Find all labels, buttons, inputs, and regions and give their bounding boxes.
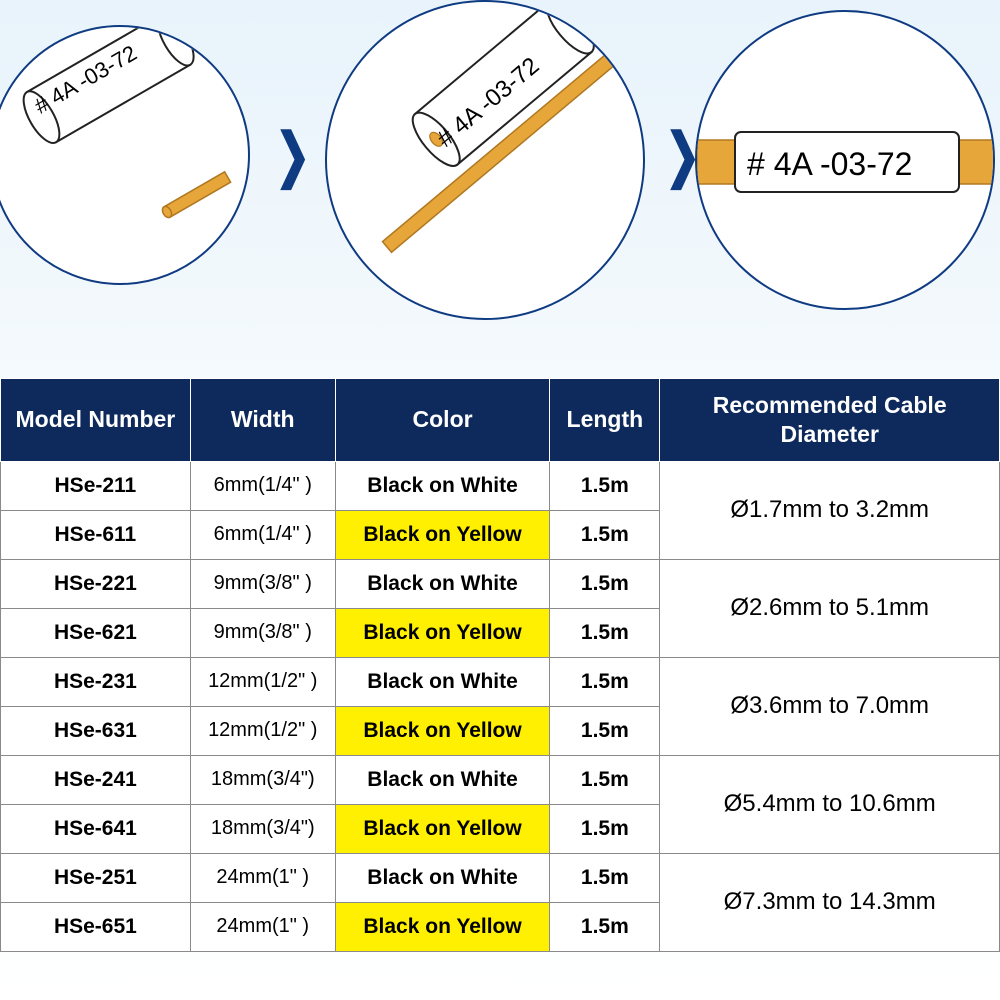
cell-width: 6mm(1/4" ) <box>190 510 335 559</box>
cell-diameter: Ø2.6mm to 5.1mm <box>660 559 1000 657</box>
cell-length: 1.5m <box>550 706 660 755</box>
th-color: Color <box>335 379 550 462</box>
cell-length: 1.5m <box>550 461 660 510</box>
cell-color: Black on White <box>335 657 550 706</box>
cell-length: 1.5m <box>550 902 660 951</box>
cell-length: 1.5m <box>550 657 660 706</box>
cell-length: 1.5m <box>550 608 660 657</box>
cell-color: Black on Yellow <box>335 902 550 951</box>
cell-model: HSe-611 <box>1 510 191 559</box>
cell-color: Black on Yellow <box>335 706 550 755</box>
table-row: HSe-25124mm(1" )Black on White1.5mØ7.3mm… <box>1 853 1000 902</box>
cell-length: 1.5m <box>550 510 660 559</box>
cell-diameter: Ø1.7mm to 3.2mm <box>660 461 1000 559</box>
cell-width: 18mm(3/4") <box>190 804 335 853</box>
cell-color: Black on Yellow <box>335 608 550 657</box>
cell-model: HSe-621 <box>1 608 191 657</box>
diagram-area: # 4A -03-72 ❯ # 4A -03-72 ❯ <box>0 0 1000 340</box>
cell-model: HSe-651 <box>1 902 191 951</box>
table-row: HSe-2116mm(1/4" )Black on White1.5mØ1.7m… <box>1 461 1000 510</box>
cell-width: 12mm(1/2" ) <box>190 706 335 755</box>
step3-label: # 4A -03-72 <box>747 146 912 183</box>
cell-color: Black on Yellow <box>335 510 550 559</box>
cell-length: 1.5m <box>550 755 660 804</box>
spec-table: Model Number Width Color Length Recommen… <box>0 378 1000 952</box>
cell-model: HSe-231 <box>1 657 191 706</box>
diagram-step-1: # 4A -03-72 <box>0 25 250 285</box>
cell-width: 9mm(3/8" ) <box>190 608 335 657</box>
cell-color: Black on Yellow <box>335 804 550 853</box>
cell-width: 12mm(1/2" ) <box>190 657 335 706</box>
cell-width: 18mm(3/4") <box>190 755 335 804</box>
th-diameter: Recommended Cable Diameter <box>660 379 1000 462</box>
table-header-row: Model Number Width Color Length Recommen… <box>1 379 1000 462</box>
cell-model: HSe-211 <box>1 461 191 510</box>
diagram-step-2: # 4A -03-72 <box>325 0 645 320</box>
cell-color: Black on White <box>335 755 550 804</box>
spec-table-wrap: Model Number Width Color Length Recommen… <box>0 378 1000 952</box>
cell-color: Black on White <box>335 559 550 608</box>
cell-width: 6mm(1/4" ) <box>190 461 335 510</box>
cell-color: Black on White <box>335 461 550 510</box>
cell-width: 24mm(1" ) <box>190 902 335 951</box>
cell-model: HSe-641 <box>1 804 191 853</box>
cell-diameter: Ø5.4mm to 10.6mm <box>660 755 1000 853</box>
cell-diameter: Ø3.6mm to 7.0mm <box>660 657 1000 755</box>
table-row: HSe-2219mm(3/8" )Black on White1.5mØ2.6m… <box>1 559 1000 608</box>
th-width: Width <box>190 379 335 462</box>
cell-color: Black on White <box>335 853 550 902</box>
table-row: HSe-23112mm(1/2" )Black on White1.5mØ3.6… <box>1 657 1000 706</box>
cell-model: HSe-631 <box>1 706 191 755</box>
cell-model: HSe-221 <box>1 559 191 608</box>
cell-length: 1.5m <box>550 853 660 902</box>
th-length: Length <box>550 379 660 462</box>
cell-diameter: Ø7.3mm to 14.3mm <box>660 853 1000 951</box>
cell-width: 24mm(1" ) <box>190 853 335 902</box>
cell-length: 1.5m <box>550 804 660 853</box>
th-model: Model Number <box>1 379 191 462</box>
cell-model: HSe-241 <box>1 755 191 804</box>
diagram-step-3: # 4A -03-72 <box>695 10 995 310</box>
cell-model: HSe-251 <box>1 853 191 902</box>
table-row: HSe-24118mm(3/4")Black on White1.5mØ5.4m… <box>1 755 1000 804</box>
arrow-1: ❯ <box>275 120 310 189</box>
cell-length: 1.5m <box>550 559 660 608</box>
cell-width: 9mm(3/8" ) <box>190 559 335 608</box>
